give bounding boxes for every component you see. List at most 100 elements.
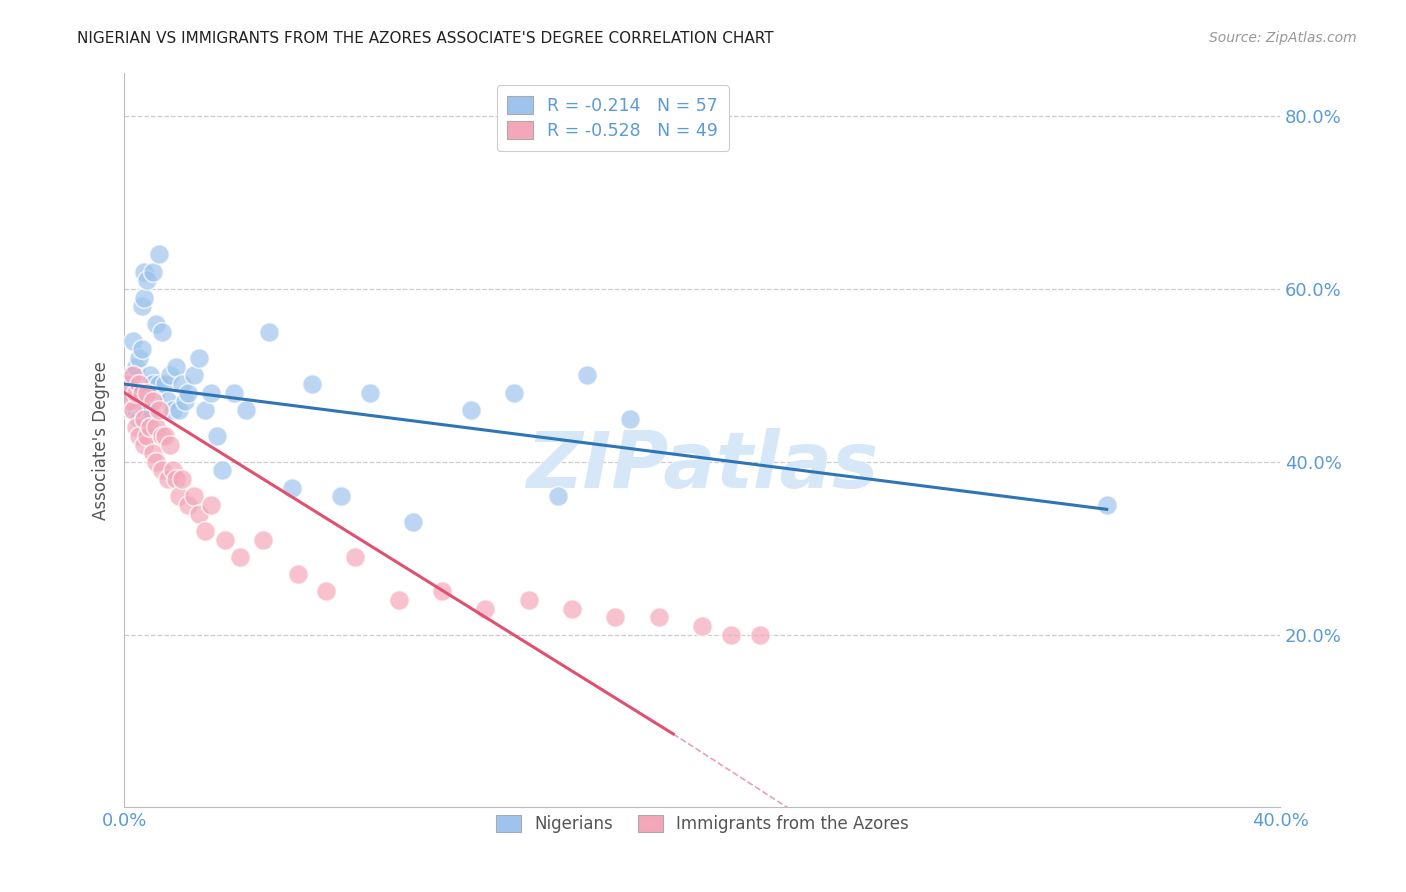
- Point: [252, 533, 274, 547]
- Point: [287, 567, 309, 582]
- Point: [148, 377, 170, 392]
- Point: [547, 489, 569, 503]
- Point: [142, 377, 165, 392]
- Text: NIGERIAN VS IMMIGRANTS FROM THE AZORES ASSOCIATE'S DEGREE CORRELATION CHART: NIGERIAN VS IMMIGRANTS FROM THE AZORES A…: [77, 31, 773, 46]
- Point: [148, 247, 170, 261]
- Point: [183, 368, 205, 383]
- Point: [167, 489, 190, 503]
- Y-axis label: Associate's Degree: Associate's Degree: [93, 360, 110, 520]
- Point: [1095, 498, 1118, 512]
- Point: [648, 610, 671, 624]
- Point: [474, 601, 496, 615]
- Point: [257, 325, 280, 339]
- Point: [134, 265, 156, 279]
- Point: [128, 377, 150, 392]
- Point: [315, 584, 337, 599]
- Point: [128, 429, 150, 443]
- Point: [145, 455, 167, 469]
- Point: [329, 489, 352, 503]
- Point: [156, 394, 179, 409]
- Point: [170, 377, 193, 392]
- Point: [619, 411, 641, 425]
- Point: [142, 265, 165, 279]
- Point: [118, 394, 141, 409]
- Point: [142, 394, 165, 409]
- Point: [301, 377, 323, 392]
- Point: [200, 385, 222, 400]
- Point: [205, 429, 228, 443]
- Point: [136, 429, 159, 443]
- Point: [359, 385, 381, 400]
- Point: [170, 472, 193, 486]
- Point: [162, 403, 184, 417]
- Text: Source: ZipAtlas.com: Source: ZipAtlas.com: [1209, 31, 1357, 45]
- Point: [145, 420, 167, 434]
- Point: [128, 394, 150, 409]
- Point: [125, 359, 148, 374]
- Point: [122, 334, 145, 348]
- Point: [134, 411, 156, 425]
- Point: [214, 533, 236, 547]
- Point: [200, 498, 222, 512]
- Point: [122, 368, 145, 383]
- Point: [156, 472, 179, 486]
- Point: [136, 385, 159, 400]
- Point: [194, 403, 217, 417]
- Point: [165, 472, 187, 486]
- Point: [139, 368, 162, 383]
- Point: [134, 403, 156, 417]
- Point: [720, 627, 742, 641]
- Point: [148, 403, 170, 417]
- Point: [125, 403, 148, 417]
- Point: [122, 403, 145, 417]
- Point: [211, 463, 233, 477]
- Point: [139, 420, 162, 434]
- Point: [165, 359, 187, 374]
- Point: [134, 437, 156, 451]
- Point: [125, 377, 148, 392]
- Point: [235, 403, 257, 417]
- Point: [134, 291, 156, 305]
- Point: [153, 429, 176, 443]
- Point: [503, 385, 526, 400]
- Point: [131, 385, 153, 400]
- Point: [188, 507, 211, 521]
- Point: [575, 368, 598, 383]
- Point: [128, 351, 150, 365]
- Point: [118, 368, 141, 383]
- Point: [748, 627, 770, 641]
- Point: [145, 317, 167, 331]
- Point: [167, 403, 190, 417]
- Point: [136, 273, 159, 287]
- Point: [690, 619, 713, 633]
- Point: [150, 463, 173, 477]
- Point: [131, 343, 153, 357]
- Point: [125, 385, 148, 400]
- Point: [153, 377, 176, 392]
- Text: ZIPatlas: ZIPatlas: [526, 428, 879, 504]
- Point: [460, 403, 482, 417]
- Point: [162, 463, 184, 477]
- Point: [150, 325, 173, 339]
- Point: [115, 385, 138, 400]
- Point: [517, 593, 540, 607]
- Point: [142, 446, 165, 460]
- Point: [229, 549, 252, 564]
- Point: [561, 601, 583, 615]
- Point: [136, 377, 159, 392]
- Point: [605, 610, 627, 624]
- Point: [128, 411, 150, 425]
- Point: [402, 516, 425, 530]
- Point: [430, 584, 453, 599]
- Point: [159, 437, 181, 451]
- Point: [281, 481, 304, 495]
- Point: [122, 403, 145, 417]
- Point: [344, 549, 367, 564]
- Point: [388, 593, 411, 607]
- Point: [125, 420, 148, 434]
- Point: [150, 429, 173, 443]
- Point: [139, 403, 162, 417]
- Point: [188, 351, 211, 365]
- Point: [183, 489, 205, 503]
- Legend: Nigerians, Immigrants from the Azores: Nigerians, Immigrants from the Azores: [489, 808, 915, 839]
